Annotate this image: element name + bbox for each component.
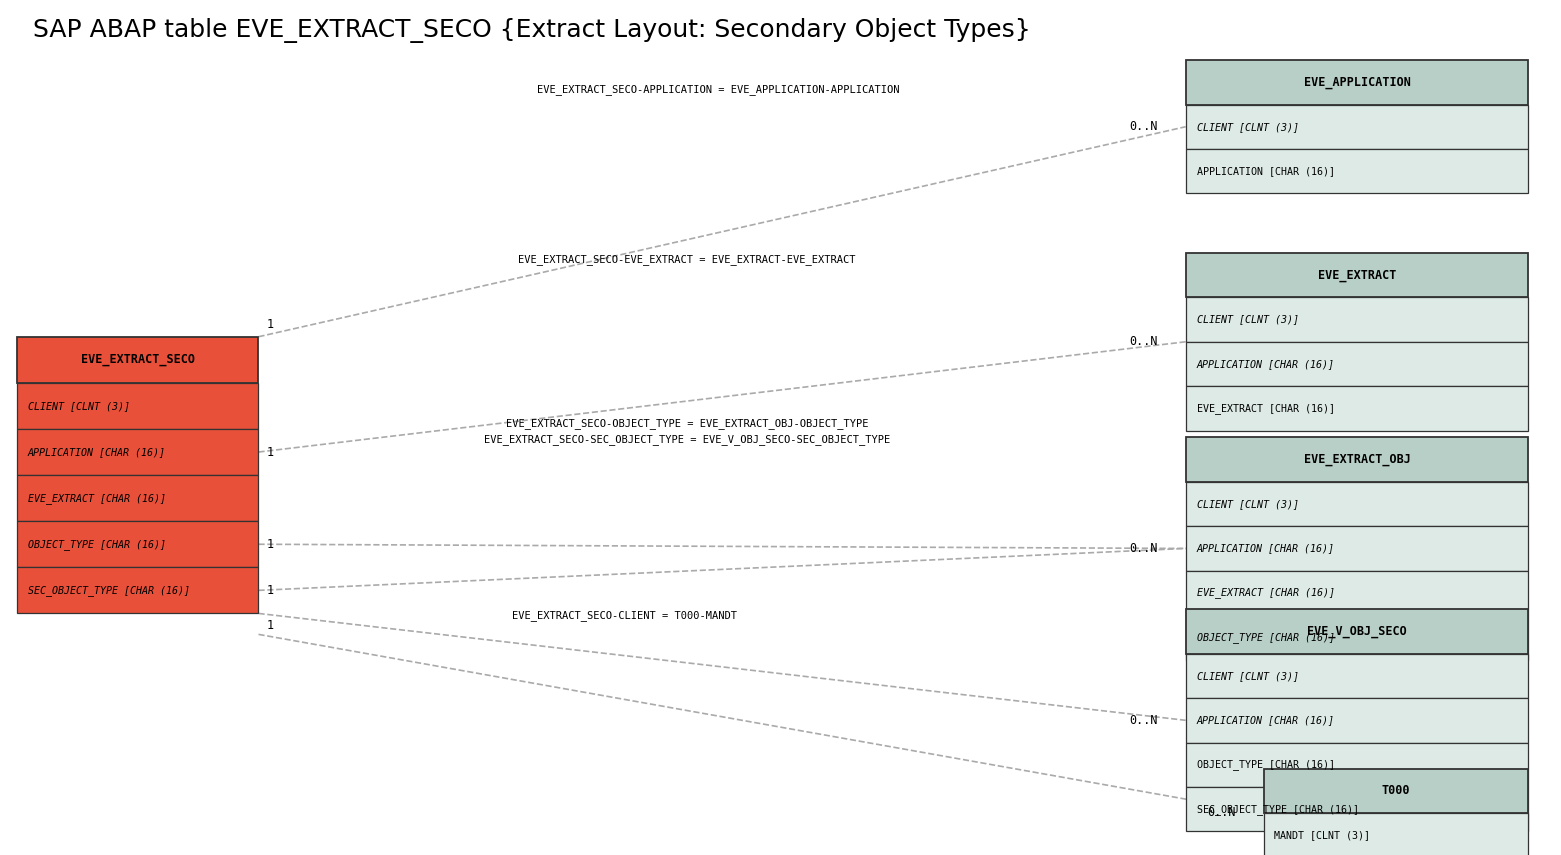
Bar (1263, 813, 1528, 855)
Bar (17, 475, 259, 522)
Text: CLIENT [CLNT (3)]: CLIENT [CLNT (3)] (1197, 499, 1299, 509)
Text: 0..N: 0..N (1129, 714, 1158, 727)
Text: EVE_EXTRACT_SECO-EVE_EXTRACT = EVE_EXTRACT-EVE_EXTRACT: EVE_EXTRACT_SECO-EVE_EXTRACT = EVE_EXTRA… (518, 254, 855, 265)
Text: EVE_EXTRACT [CHAR (16)]: EVE_EXTRACT [CHAR (16)] (1197, 403, 1335, 414)
Text: APPLICATION [CHAR (16)]: APPLICATION [CHAR (16)] (1197, 359, 1335, 369)
Text: 1: 1 (267, 584, 273, 597)
Bar (17, 383, 259, 429)
Bar (17, 522, 259, 568)
Text: 0..N: 0..N (1129, 542, 1158, 555)
Text: CLIENT [CLNT (3)]: CLIENT [CLNT (3)] (1197, 121, 1299, 132)
Bar (1186, 526, 1528, 570)
Bar (1186, 438, 1528, 481)
Text: APPLICATION [CHAR (16)]: APPLICATION [CHAR (16)] (1197, 544, 1335, 553)
Bar (1186, 149, 1528, 193)
Bar (1186, 610, 1528, 654)
Bar (1186, 698, 1528, 742)
Text: T000: T000 (1381, 784, 1410, 797)
Text: EVE_EXTRACT_SECO-APPLICATION = EVE_APPLICATION-APPLICATION: EVE_EXTRACT_SECO-APPLICATION = EVE_APPLI… (537, 84, 899, 95)
Bar (1186, 253, 1528, 298)
Text: OBJECT_TYPE [CHAR (16)]: OBJECT_TYPE [CHAR (16)] (1197, 632, 1335, 643)
Bar (1186, 60, 1528, 104)
Text: EVE_EXTRACT [CHAR (16)]: EVE_EXTRACT [CHAR (16)] (1197, 587, 1335, 598)
Text: SEC_OBJECT_TYPE [CHAR (16)]: SEC_OBJECT_TYPE [CHAR (16)] (28, 585, 190, 596)
Text: EVE_EXTRACT_SECO-OBJECT_TYPE = EVE_EXTRACT_OBJ-OBJECT_TYPE: EVE_EXTRACT_SECO-OBJECT_TYPE = EVE_EXTRA… (506, 417, 868, 428)
Text: 1: 1 (267, 445, 273, 458)
Text: EVE_V_OBJ_SECO: EVE_V_OBJ_SECO (1307, 625, 1406, 638)
Text: 1: 1 (267, 538, 273, 551)
Text: APPLICATION [CHAR (16)]: APPLICATION [CHAR (16)] (1197, 166, 1335, 176)
Text: EVE_EXTRACT_SECO: EVE_EXTRACT_SECO (81, 353, 195, 366)
Bar (1186, 742, 1528, 787)
Bar (1186, 298, 1528, 342)
Bar (1186, 481, 1528, 526)
Text: APPLICATION [CHAR (16)]: APPLICATION [CHAR (16)] (28, 447, 165, 457)
Text: EVE_EXTRACT [CHAR (16)]: EVE_EXTRACT [CHAR (16)] (28, 492, 165, 504)
Text: 1: 1 (267, 318, 273, 331)
Bar (1186, 570, 1528, 615)
Bar (1263, 769, 1528, 813)
Text: EVE_EXTRACT: EVE_EXTRACT (1317, 268, 1396, 281)
Text: MANDT [CLNT (3)]: MANDT [CLNT (3)] (1274, 830, 1371, 840)
Text: 0..N: 0..N (1207, 806, 1235, 819)
Text: 0..N: 0..N (1129, 335, 1158, 348)
Text: EVE_EXTRACT_SECO-SEC_OBJECT_TYPE = EVE_V_OBJ_SECO-SEC_OBJECT_TYPE: EVE_EXTRACT_SECO-SEC_OBJECT_TYPE = EVE_V… (484, 434, 890, 445)
Text: APPLICATION [CHAR (16)]: APPLICATION [CHAR (16)] (1197, 716, 1335, 725)
Text: EVE_EXTRACT_OBJ: EVE_EXTRACT_OBJ (1303, 453, 1411, 466)
Text: CLIENT [CLNT (3)]: CLIENT [CLNT (3)] (1197, 671, 1299, 681)
Bar (1186, 654, 1528, 698)
Bar (17, 429, 259, 475)
Bar (17, 337, 259, 383)
Text: SEC_OBJECT_TYPE [CHAR (16)]: SEC_OBJECT_TYPE [CHAR (16)] (1197, 804, 1358, 815)
Text: CLIENT [CLNT (3)]: CLIENT [CLNT (3)] (28, 401, 130, 411)
Bar (17, 568, 259, 613)
Bar (1186, 386, 1528, 431)
Text: 1: 1 (267, 620, 273, 633)
Bar (1186, 615, 1528, 659)
Text: 0..N: 0..N (1129, 121, 1158, 133)
Text: SAP ABAP table EVE_EXTRACT_SECO {Extract Layout: Secondary Object Types}: SAP ABAP table EVE_EXTRACT_SECO {Extract… (33, 18, 1030, 43)
Bar (1186, 104, 1528, 149)
Text: CLIENT [CLNT (3)]: CLIENT [CLNT (3)] (1197, 315, 1299, 325)
Text: OBJECT_TYPE [CHAR (16)]: OBJECT_TYPE [CHAR (16)] (1197, 759, 1335, 770)
Text: EVE_EXTRACT_SECO-CLIENT = T000-MANDT: EVE_EXTRACT_SECO-CLIENT = T000-MANDT (512, 610, 737, 621)
Bar (1186, 787, 1528, 831)
Text: EVE_APPLICATION: EVE_APPLICATION (1303, 76, 1411, 89)
Bar (1186, 342, 1528, 386)
Text: OBJECT_TYPE [CHAR (16)]: OBJECT_TYPE [CHAR (16)] (28, 539, 165, 550)
